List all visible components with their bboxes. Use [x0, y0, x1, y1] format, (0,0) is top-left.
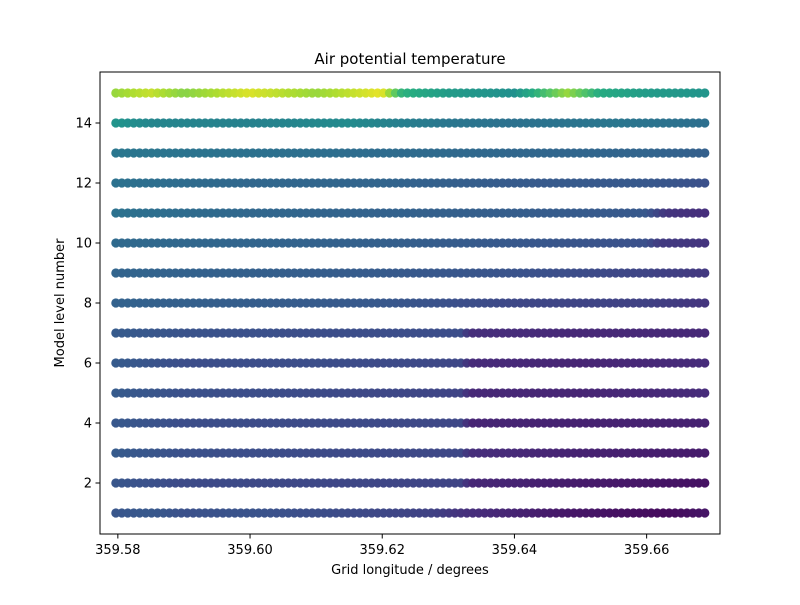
data-point [700, 388, 710, 398]
data-point [700, 478, 710, 488]
level-5-series [111, 388, 710, 398]
y-tick-label: 4 [84, 417, 92, 432]
level-8-series [111, 298, 710, 308]
x-axis: 359.58 359.60 359.62 359.64 359.66 [95, 534, 669, 558]
level-3-series [111, 448, 710, 458]
level-11-series [111, 208, 710, 218]
data-point [700, 148, 710, 158]
data-point [700, 298, 710, 308]
x-tick-label: 359.60 [227, 543, 273, 558]
level-15-series [111, 88, 710, 98]
chart-title: Air potential temperature [314, 50, 505, 68]
y-tick-label: 8 [84, 297, 92, 312]
level-6-series [111, 358, 710, 368]
level-4-series [111, 418, 710, 428]
data-point [700, 88, 710, 98]
level-7-series [111, 328, 710, 338]
data-point [700, 208, 710, 218]
y-tick-label: 10 [75, 237, 92, 252]
data-point [700, 118, 710, 128]
y-axis: 2 4 6 8 10 12 14 [75, 117, 100, 492]
data-point [700, 328, 710, 338]
y-axis-label: Model level number [53, 238, 68, 368]
data-point [700, 358, 710, 368]
data-point [700, 418, 710, 428]
y-tick-label: 14 [75, 117, 92, 132]
x-axis-label: Grid longitude / degrees [331, 563, 489, 578]
data-point [700, 178, 710, 188]
level-1-series [111, 508, 710, 518]
level-9-series [111, 268, 710, 278]
level-14-series [111, 118, 710, 128]
level-2-series [111, 478, 710, 488]
plot-area [111, 88, 710, 518]
x-tick-label: 359.58 [95, 543, 141, 558]
x-tick-label: 359.66 [624, 543, 670, 558]
y-tick-label: 2 [84, 477, 92, 492]
level-10-series [111, 238, 710, 248]
data-point [700, 238, 710, 248]
x-tick-label: 359.64 [492, 543, 538, 558]
data-point [700, 268, 710, 278]
level-13-series [111, 148, 710, 158]
data-point [700, 508, 710, 518]
data-point [700, 448, 710, 458]
y-tick-label: 12 [75, 177, 92, 192]
level-12-series [111, 178, 710, 188]
y-tick-label: 6 [84, 357, 92, 372]
x-tick-label: 359.62 [359, 543, 405, 558]
